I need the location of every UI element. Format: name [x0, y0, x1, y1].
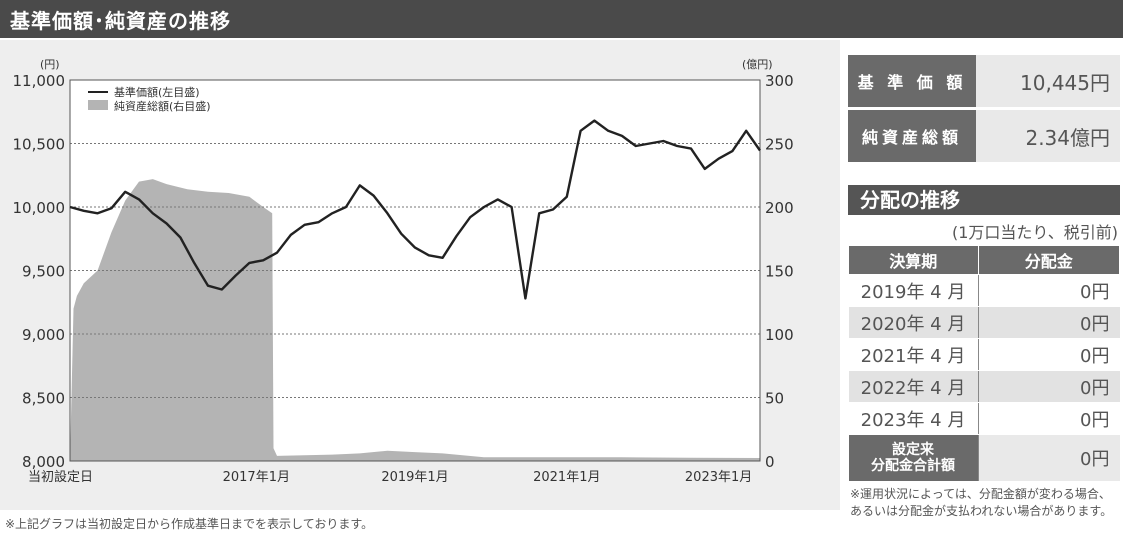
nav-label: 基 準 価 額 [848, 55, 976, 107]
x-tick-label: 2019年1月 [381, 470, 448, 485]
left-tick-label: 10,000 [13, 199, 66, 217]
table-row: 2022年 4 月 0円 [848, 370, 1120, 403]
nav-value: 10,445円 [976, 55, 1120, 107]
header-bar [0, 0, 1123, 38]
nav-kpi: 基 準 価 額 10,445円 [848, 55, 1120, 107]
legend-aum-label: 純資産総額(右目盛) [114, 99, 211, 113]
period-cell: 2021年 4 月 [848, 338, 979, 371]
right-tick-label: 50 [765, 390, 784, 408]
nav-line [69, 119, 761, 300]
page-title: 基準価額･純資産の推移 [10, 9, 231, 33]
right-tick-label: 300 [765, 72, 794, 90]
total-amount: 0円 [978, 434, 1120, 482]
period-cell: 2023年 4 月 [848, 402, 979, 435]
table-row: 2020年 4 月 0円 [848, 306, 1120, 339]
amount-cell: 0円 [978, 402, 1120, 435]
left-tick-label: 8,500 [22, 390, 65, 408]
right-tick-label: 100 [765, 326, 794, 344]
period-header: 決算期 [848, 245, 979, 275]
period-cell: 2020年 4 月 [848, 306, 979, 339]
table-row: 2023年 4 月 0円 [848, 402, 1120, 435]
total-label-line1: 設定来 [892, 442, 934, 458]
total-row: 設定来 分配金合計額 0円 [848, 434, 1120, 482]
right-tick-label: 200 [765, 199, 794, 217]
total-label-line2: 分配金合計額 [871, 458, 955, 474]
distribution-unit: (1万口当たり、税引前) [951, 223, 1118, 242]
aum-label: 純資産総額 [848, 110, 976, 162]
amount-cell: 0円 [978, 338, 1120, 371]
amount-cell: 0円 [978, 274, 1120, 307]
x-tick-label: 2017年1月 [223, 470, 290, 485]
distribution-title: 分配の推移 [848, 185, 1120, 215]
legend-nav-label: 基準価額(左目盛) [114, 85, 200, 99]
left-tick-label: 10,500 [13, 136, 66, 154]
right-tick-label: 0 [765, 453, 775, 471]
left-tick-label: 11,000 [13, 72, 66, 90]
x-tick-label: 当初設定日 [28, 469, 93, 485]
table-row: 2019年 4 月 0円 [848, 274, 1120, 307]
legend-area-swatch [88, 100, 108, 110]
total-label: 設定来 分配金合計額 [848, 434, 979, 482]
right-tick-label: 250 [765, 136, 794, 154]
amount-cell: 0円 [978, 370, 1120, 403]
table-row: 2021年 4 月 0円 [848, 338, 1120, 371]
x-tick-label: 2023年1月 [685, 470, 752, 485]
left-tick-label: 8,000 [22, 453, 65, 471]
left-tick-label: 9,000 [22, 326, 65, 344]
left-tick-label: 9,500 [22, 263, 65, 281]
x-tick-label: 2021年1月 [533, 470, 600, 485]
right-tick-label: 150 [765, 263, 794, 281]
distribution-footnote: ※運用状況によっては、分配金額が変わる場合、あるいは分配金が支払われない場合があ… [850, 487, 1113, 518]
nav-aum-chart: 8,000 0 8,500 50 9,000 100 9,500 150 10,000 200 10… [0, 40, 840, 510]
distribution-header-row: 決算期 分配金 [848, 245, 1120, 275]
amount-cell: 0円 [978, 306, 1120, 339]
right-axis-unit: (億円) [742, 58, 773, 71]
aum-value: 2.34億円 [976, 110, 1120, 162]
distribution-table: 決算期 分配金 2019年 4 月 0円 2020年 4 月 0円 2021年 … [848, 245, 1120, 482]
plot-border [69, 79, 761, 462]
period-cell: 2022年 4 月 [848, 370, 979, 403]
left-axis-unit: (円) [40, 58, 60, 71]
aum-kpi: 純資産総額 2.34億円 [848, 110, 1120, 162]
amount-header: 分配金 [977, 245, 1120, 275]
period-cell: 2019年 4 月 [848, 274, 979, 307]
aum-area [70, 179, 760, 461]
chart-footnote: ※上記グラフは当初設定日から作成基準日までを表示しております。 [5, 517, 374, 531]
